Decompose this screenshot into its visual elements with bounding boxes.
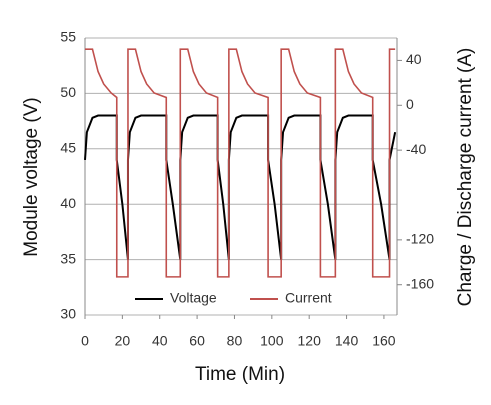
y2-tick-label: -120 (406, 231, 434, 247)
y-tick-label: 45 (60, 140, 76, 156)
y2-tick-label: 0 (406, 96, 414, 112)
x-tick-label: 20 (115, 333, 131, 349)
y-tick-label: 30 (60, 306, 76, 322)
series-line (85, 48, 396, 278)
x-tick-label: 140 (335, 333, 359, 349)
y-tick-label: 40 (60, 195, 76, 211)
y-tick-label: 55 (60, 29, 76, 45)
x-tick-label: 100 (260, 333, 284, 349)
y-tick-label: 35 (60, 250, 76, 266)
series-line (84, 114, 397, 260)
x-tick-label: 120 (298, 333, 322, 349)
y-axis-label: Module voltage (V) (21, 97, 42, 256)
y2-tick-label: -160 (406, 275, 434, 291)
legend-label: Current (285, 290, 332, 306)
y2-axis-label: Charge / Discharge current (A) (455, 48, 476, 307)
y2-tick-label: 40 (406, 51, 422, 67)
x-axis-label: Time (Min) (195, 364, 285, 385)
y-tick-label: 50 (60, 84, 76, 100)
x-tick-label: 0 (81, 333, 89, 349)
x-tick-label: 60 (189, 333, 205, 349)
legend-label: Voltage (170, 290, 217, 306)
x-tick-label: 40 (152, 333, 168, 349)
y2-tick-label: -40 (406, 141, 426, 157)
x-tick-label: 80 (227, 333, 243, 349)
x-tick-label: 160 (372, 333, 396, 349)
